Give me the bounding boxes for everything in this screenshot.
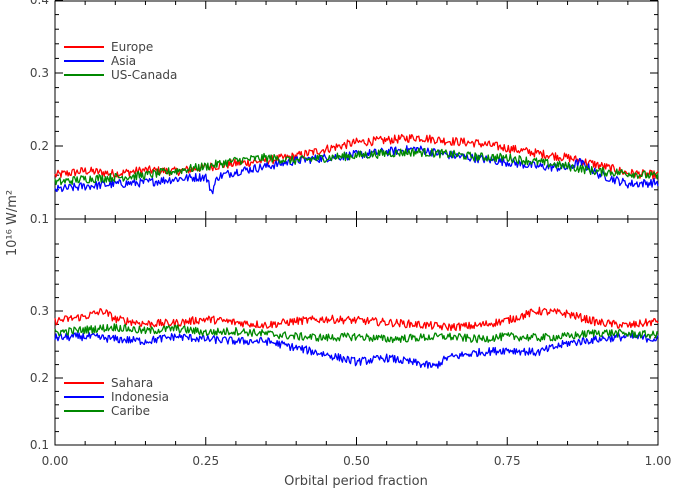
series-line-europe (54, 133, 659, 180)
y-tick-label: 0.4 (30, 0, 49, 7)
legend-label: US-Canada (111, 68, 177, 82)
series-line-caribe (54, 323, 659, 344)
y-tick-label: 0.3 (30, 66, 49, 80)
series-line-sahara (54, 306, 659, 332)
bottom-panel-series (54, 306, 659, 369)
legend-label: Sahara (111, 376, 153, 390)
series-line-asia (54, 145, 659, 195)
y-tick-label: 0.1 (30, 438, 49, 452)
x-tick-label: 0.25 (192, 454, 219, 468)
legend-label: Caribe (111, 404, 150, 418)
x-tick-label: 0.50 (343, 454, 370, 468)
series-line-indonesia (54, 332, 659, 369)
top-panel-frame (54, 0, 659, 220)
top-panel-ticks: 0.1 0.2 0.3 0.4 (30, 0, 659, 226)
legend-label: Asia (111, 54, 136, 68)
series-line-us-canada (54, 147, 659, 186)
y-tick-label: 0.2 (30, 371, 49, 385)
x-tick-label: 0.75 (494, 454, 521, 468)
top-panel-series (54, 133, 659, 195)
y-tick-label: 0.3 (30, 304, 49, 318)
bottom-panel-ticks: 0.1 0.2 0.3 0.00 0.25 0.50 0.75 1.00 (30, 219, 671, 468)
y-tick-label: 0.2 (30, 139, 49, 153)
y-tick-label: 0.1 (30, 212, 49, 226)
y-axis-label: 10¹⁶ W/m² (5, 190, 20, 256)
legend-label: Indonesia (111, 390, 169, 404)
legend-label: Europe (111, 40, 153, 54)
x-tick-label: 1.00 (645, 454, 672, 468)
bottom-panel: 0.1 0.2 0.3 0.00 0.25 0.50 0.75 1.00 SaharaIndo… (30, 219, 671, 468)
x-tick-label: 0.00 (42, 454, 69, 468)
x-axis-label: Orbital period fraction (284, 474, 428, 489)
